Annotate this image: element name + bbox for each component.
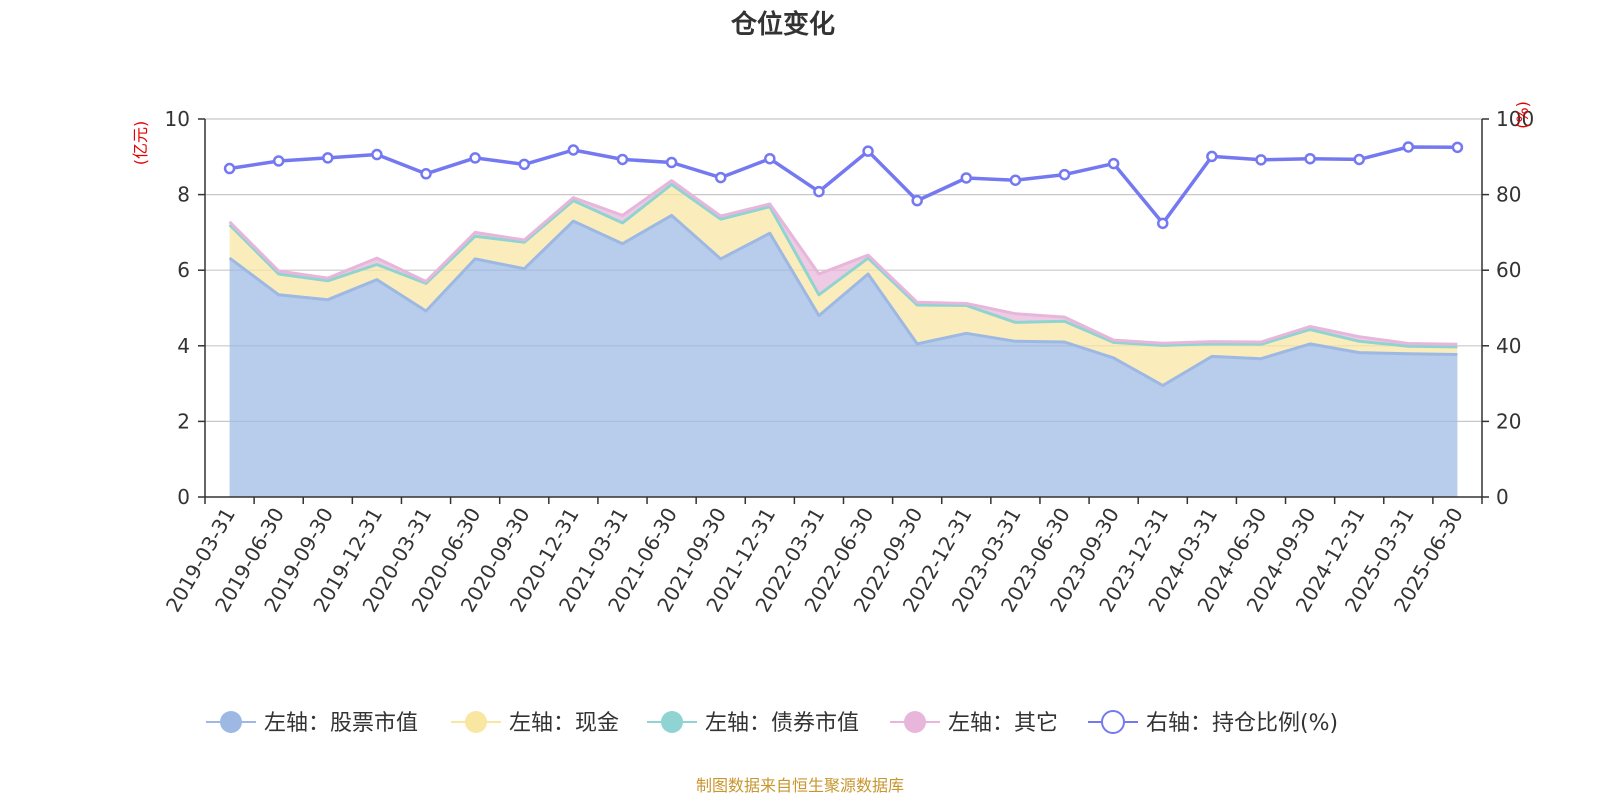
ratio-point [420, 168, 432, 180]
left-tick-label: 2 [177, 409, 190, 433]
ratio-point [1255, 154, 1267, 166]
ratio-point [469, 152, 481, 164]
legend-label: 右轴：持仓比例(%) [1146, 711, 1338, 736]
ratio-point [1009, 174, 1022, 186]
ratio-point [1402, 141, 1415, 153]
ratio-point [1206, 150, 1218, 163]
ratio-point [518, 158, 530, 171]
ratio-point [1353, 153, 1365, 166]
legend-label: 左轴：债券市值 [705, 711, 859, 736]
ratio-point [1157, 217, 1169, 230]
ratio-point [960, 172, 973, 184]
area-edge-左轴：债券市值 [228, 182, 1458, 349]
legend-marker [1101, 710, 1125, 734]
ratio-line [229, 145, 1458, 226]
ratio-point [567, 144, 580, 156]
legend-item[interactable]: 左轴：债券市值 [647, 711, 859, 736]
ratio-point [322, 152, 334, 164]
area-edge-左轴：股票市值 [228, 213, 1458, 387]
legend-item[interactable]: 左轴：其它 [890, 711, 1058, 736]
ratio-markers [223, 141, 1464, 230]
ratio-point [223, 162, 236, 175]
ratio-point [1451, 141, 1464, 154]
right-tick-label: 0 [1496, 485, 1509, 509]
left-tick-label: 8 [177, 183, 190, 207]
left-tick-label: 4 [177, 334, 190, 358]
ratio-point [371, 148, 383, 161]
ratio-point [1058, 168, 1071, 181]
area-左轴：现金 [229, 184, 1458, 386]
legend-item[interactable]: 左轴：现金 [451, 711, 619, 736]
legend-marker [465, 711, 487, 733]
legend: 左轴：股票市值 左轴：现金 左轴：债券市值 左轴：其它 右轴：持仓比例(%) [206, 710, 1338, 736]
ratio-point [714, 171, 727, 184]
ratio-point [665, 156, 678, 169]
right-axis-unit: (%) [1513, 101, 1532, 129]
ratio-point [764, 152, 776, 165]
right-tick-label: 60 [1496, 258, 1521, 282]
stacked-areas [229, 180, 1458, 497]
ratio-point [616, 153, 629, 166]
ratio-point [911, 194, 923, 207]
right-tick-label: 20 [1496, 409, 1521, 433]
left-axis-unit: (亿元) [131, 121, 150, 166]
series-lines [228, 145, 1458, 387]
ratio-point [272, 155, 285, 167]
left-tick-label: 6 [177, 258, 190, 282]
ratio-point [813, 185, 825, 198]
legend-label: 左轴：其它 [948, 711, 1058, 736]
legend-marker [220, 711, 242, 733]
area-左轴：股票市值 [229, 215, 1458, 497]
right-tick-label: 80 [1496, 183, 1521, 207]
legend-item[interactable]: 左轴：股票市值 [206, 711, 418, 736]
source-note: 制图数据来自恒生聚源数据库 [696, 776, 904, 795]
ratio-point [862, 145, 874, 157]
chart-title: 仓位变化 [730, 9, 835, 40]
ratio-point [1107, 157, 1120, 170]
left-tick-label: 0 [177, 485, 190, 509]
area-edge-左轴：其它 [228, 179, 1458, 346]
legend-item[interactable]: 右轴：持仓比例(%) [1088, 710, 1338, 736]
right-tick-label: 100 [1496, 107, 1534, 131]
ratio-point [1304, 152, 1316, 165]
left-tick-label: 10 [165, 107, 190, 131]
right-tick-label: 40 [1496, 334, 1521, 358]
legend-marker [661, 711, 683, 733]
legend-marker [904, 711, 926, 733]
legend-label: 左轴：现金 [509, 711, 619, 736]
legend-label: 左轴：股票市值 [264, 711, 418, 736]
